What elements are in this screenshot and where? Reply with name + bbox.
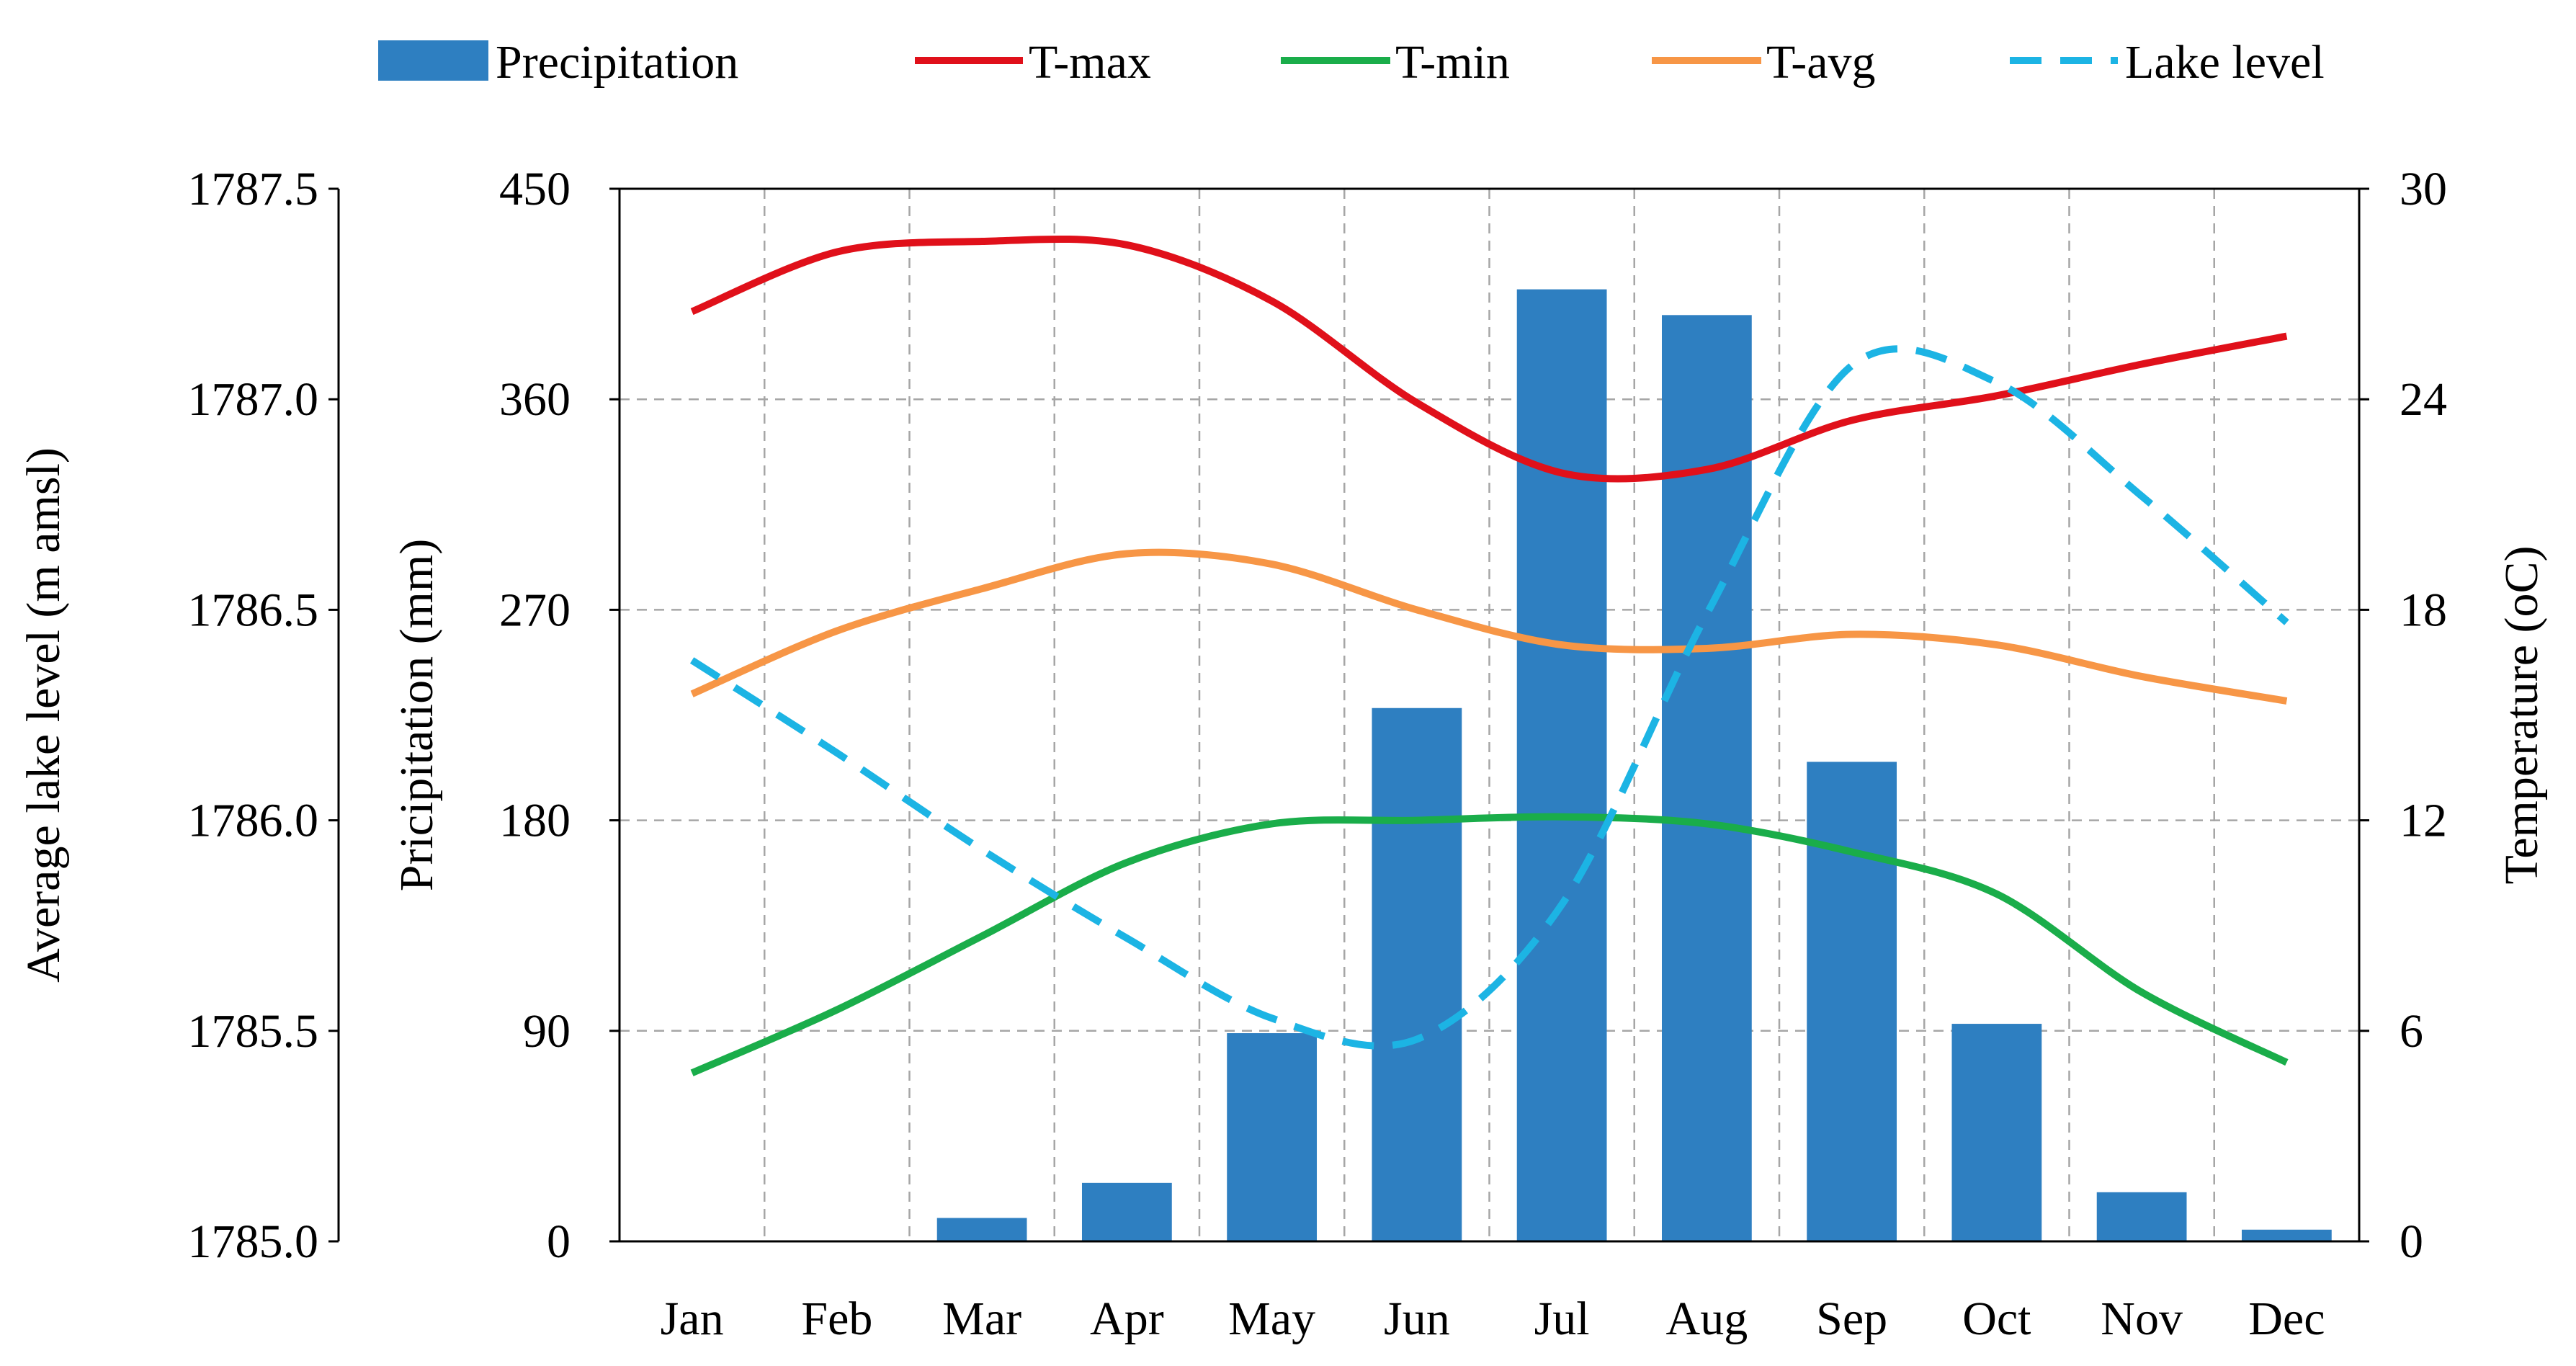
precip-tick-label: 0 (547, 1215, 571, 1268)
t-avg-line (690, 548, 2288, 705)
lake-tick-label: 1787.0 (188, 373, 319, 426)
month-label: Nov (2101, 1293, 2183, 1345)
legend-label-precipitation: Precipitation (496, 36, 738, 89)
month-label: Dec (2248, 1293, 2325, 1345)
precipitation-bar (1372, 707, 1462, 1241)
month-label: Sep (1816, 1293, 1887, 1345)
temp-tick-label: 30 (2400, 163, 2447, 215)
precipitation-bar (1951, 1024, 2042, 1241)
precipitation-bar (1516, 289, 1607, 1241)
month-label: Mar (942, 1293, 1021, 1345)
precipitation-bar (936, 1218, 1027, 1241)
month-label: Apr (1090, 1293, 1164, 1345)
t-min-line (690, 813, 2289, 1076)
legend-label-lake-level: Lake level (2125, 36, 2325, 89)
precip-tick-label: 360 (499, 373, 571, 426)
month-label: May (1228, 1293, 1315, 1345)
month-label: Feb (801, 1293, 872, 1345)
month-label: Jul (1534, 1293, 1590, 1345)
legend-label-t-avg: T-avg (1766, 36, 1876, 89)
lake-tick-label: 1786.0 (188, 795, 319, 847)
axes: 1785.0 1785.5 1786.0 1786.5 1787.0 1787.5 Aver… (17, 163, 2548, 1345)
temp-tick-label: 0 (2400, 1215, 2423, 1268)
precip-tick-label: 180 (499, 795, 571, 847)
temp-axis-title: Temperature (oC) (2495, 546, 2548, 885)
precip-tick-label: 450 (499, 163, 571, 215)
lake-axis-title: Average lake level (m amsl) (17, 447, 70, 983)
lake-tick-label: 1787.5 (188, 163, 319, 215)
precip-axis-title: Pricipitation (mm) (390, 539, 443, 891)
temp-tick-label: 24 (2400, 373, 2447, 426)
lake-level-line (689, 345, 2289, 1050)
precipitation-bar (1081, 1182, 1172, 1241)
temp-tick-label: 6 (2400, 1005, 2423, 1058)
precipitation-bar (2096, 1192, 2187, 1241)
lake-tick-label: 1786.5 (188, 584, 319, 636)
month-label: Aug (1666, 1293, 1748, 1345)
lake-tick-label: 1785.0 (188, 1215, 319, 1268)
legend-label-t-min: T-min (1395, 36, 1510, 89)
plot-area-border (618, 187, 2361, 1243)
legend-swatch-precipitation (378, 40, 488, 81)
month-label: Jun (1384, 1293, 1450, 1345)
month-label: Jan (661, 1293, 724, 1345)
temp-tick-label: 12 (2400, 795, 2447, 847)
legend: Precipitation T-max T-min T-avg Lake level (378, 36, 2325, 89)
legend-label-t-max: T-max (1029, 36, 1151, 89)
precipitation-bar (1807, 762, 1897, 1241)
month-label: Oct (1962, 1293, 2031, 1345)
precipitation-bar (1227, 1033, 1318, 1241)
precipitation-bar (2241, 1229, 2332, 1241)
precipitation-bar (1661, 315, 1752, 1241)
lake-tick-label: 1785.5 (188, 1005, 319, 1058)
precip-tick-label: 270 (499, 584, 571, 636)
precip-tick-label: 90 (523, 1005, 571, 1058)
line-series (689, 235, 2289, 1076)
temp-tick-label: 18 (2400, 584, 2447, 636)
